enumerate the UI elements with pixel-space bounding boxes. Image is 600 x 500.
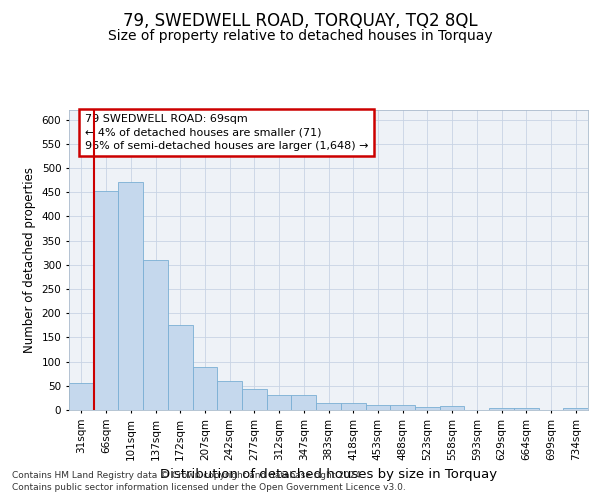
Text: Size of property relative to detached houses in Torquay: Size of property relative to detached ho… <box>107 29 493 43</box>
Text: 79, SWEDWELL ROAD, TORQUAY, TQ2 8QL: 79, SWEDWELL ROAD, TORQUAY, TQ2 8QL <box>122 12 478 30</box>
Bar <box>143 260 168 410</box>
Bar <box>514 408 539 410</box>
Text: 79 SWEDWELL ROAD: 69sqm
← 4% of detached houses are smaller (71)
96% of semi-det: 79 SWEDWELL ROAD: 69sqm ← 4% of detached… <box>85 114 368 151</box>
Bar <box>292 394 316 410</box>
Bar <box>267 395 292 410</box>
Bar <box>69 384 94 410</box>
X-axis label: Distribution of detached houses by size in Torquay: Distribution of detached houses by size … <box>160 468 497 481</box>
Bar <box>489 408 514 410</box>
Y-axis label: Number of detached properties: Number of detached properties <box>23 167 36 353</box>
Bar <box>563 408 588 410</box>
Bar <box>118 182 143 410</box>
Bar <box>168 325 193 410</box>
Bar <box>316 402 341 410</box>
Text: Contains HM Land Registry data © Crown copyright and database right 2024.: Contains HM Land Registry data © Crown c… <box>12 471 364 480</box>
Bar <box>193 368 217 410</box>
Text: Contains public sector information licensed under the Open Government Licence v3: Contains public sector information licen… <box>12 484 406 492</box>
Bar <box>415 407 440 410</box>
Bar <box>440 406 464 410</box>
Bar <box>390 405 415 410</box>
Bar <box>365 405 390 410</box>
Bar <box>341 402 365 410</box>
Bar <box>242 388 267 410</box>
Bar <box>217 382 242 410</box>
Bar <box>94 192 118 410</box>
